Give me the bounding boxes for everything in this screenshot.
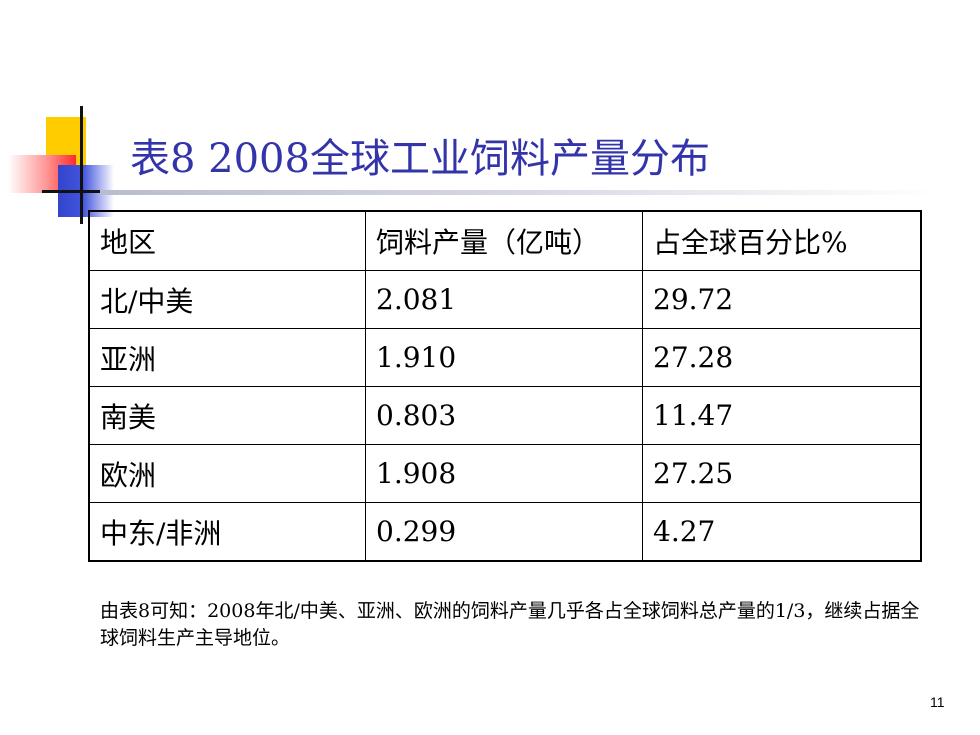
table-row: 南美 0.803 11.47 xyxy=(88,386,922,445)
cell-production: 0.803 xyxy=(365,386,643,445)
cell-percentage: 29.72 xyxy=(642,270,922,329)
table-row: 北/中美 2.081 29.72 xyxy=(88,270,922,329)
cell-production: 1.908 xyxy=(365,444,643,503)
slide-title: 表8 2008全球工业饲料产量分布 xyxy=(130,136,710,182)
title-underline xyxy=(100,190,940,195)
table-row: 亚洲 1.910 27.28 xyxy=(88,328,922,387)
table-row: 中东/非洲 0.299 4.27 xyxy=(88,502,922,562)
deco-horizontal-line xyxy=(42,190,126,193)
cell-production: 1.910 xyxy=(365,328,643,387)
cell-percentage: 11.47 xyxy=(642,386,922,445)
cell-region: 亚洲 xyxy=(88,328,366,387)
cell-production: 2.081 xyxy=(365,270,643,329)
conclusion-note: 由表8可知：2008年北/中美、亚洲、欧洲的饲料产量几乎各占全球饲料总产量的1/… xyxy=(100,600,920,649)
cell-region: 欧洲 xyxy=(88,444,366,503)
cell-region: 北/中美 xyxy=(88,270,366,329)
cell-region: 南美 xyxy=(88,386,366,445)
cell-region: 中东/非洲 xyxy=(88,502,366,562)
page-number: 11 xyxy=(930,694,945,710)
deco-vertical-line xyxy=(80,106,83,224)
table-header-row: 地区 饲料产量（亿吨） 占全球百分比% xyxy=(88,210,922,271)
cell-percentage: 27.25 xyxy=(642,444,922,503)
header-production: 饲料产量（亿吨） xyxy=(365,210,643,271)
table-row: 欧洲 1.908 27.25 xyxy=(88,444,922,503)
header-region: 地区 xyxy=(88,210,366,271)
cell-production: 0.299 xyxy=(365,502,643,562)
cell-percentage: 4.27 xyxy=(642,502,922,562)
header-percentage: 占全球百分比% xyxy=(642,210,922,271)
cell-percentage: 27.28 xyxy=(642,328,922,387)
feed-production-table: 地区 饲料产量（亿吨） 占全球百分比% 北/中美 2.081 29.72 亚洲 … xyxy=(88,210,922,562)
